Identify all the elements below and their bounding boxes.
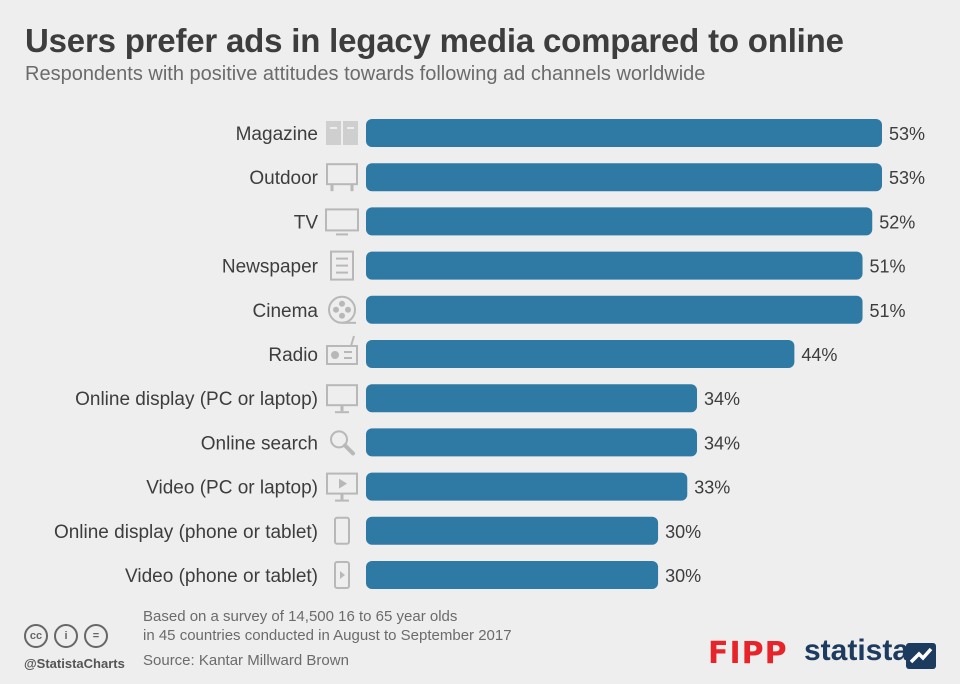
search-icon [330,430,355,456]
source-text: Source: Kantar Millward Brown [143,652,349,669]
statista-handle: @StatistaCharts [24,656,125,671]
category-label: Video (PC or laptop) [146,478,318,499]
statista-mark-icon [906,643,936,669]
bar-chart: Magazine 53% Outdoor 53% TV 52% Newspaper 51% Ci… [54,119,925,589]
value-label: 51% [870,301,906,321]
survey-note: Based on a survey of 14,500 16 to 65 yea… [143,607,512,645]
category-label: Outdoor [249,168,318,189]
value-label: 33% [694,478,730,498]
bar [366,472,688,501]
fipp-logo: FIPP [708,636,788,671]
no-derivatives-icon: = [84,624,108,648]
value-label: 53% [889,168,925,188]
chart-title: Users prefer ads in legacy media compare… [25,22,844,59]
bar [366,384,698,413]
monitor-icon [326,384,358,414]
bar [366,428,698,457]
category-label: Radio [268,345,318,366]
value-label: 34% [704,389,740,409]
magazine-icon [326,121,358,145]
radio-icon [326,335,358,365]
billboard-icon [326,163,358,192]
film-reel-icon [328,295,356,324]
bar [366,119,882,147]
tv-icon [325,208,359,236]
category-label: Cinema [253,301,319,322]
statista-logo: statista [804,634,910,667]
value-label: 44% [801,345,837,365]
attribution-icon: i [54,624,78,648]
category-label: Newspaper [222,257,319,278]
bar [366,163,882,192]
value-label: 53% [889,124,925,144]
newspaper-icon [330,250,354,281]
bar [366,295,863,324]
category-label: Online search [201,433,318,454]
survey-note-line-1: Based on a survey of 14,500 16 to 65 yea… [143,608,458,625]
category-label: Online display (PC or laptop) [75,389,318,410]
value-label: 51% [870,257,906,277]
value-label: 34% [704,433,740,453]
bar [366,207,873,236]
phone-icon [334,516,350,545]
survey-note-line-2: in 45 countries conducted in August to S… [143,627,512,644]
bar [366,340,795,368]
bar [366,561,659,589]
creative-commons-icon: cc [24,624,48,648]
value-label: 30% [665,566,701,586]
bar [366,251,863,280]
chart-subtitle: Respondents with positive attitudes towa… [25,63,706,85]
license-icons: cc i = [24,624,114,648]
video-phone-icon [334,561,350,589]
value-label: 30% [665,522,701,542]
value-label: 52% [879,212,915,232]
category-label: TV [294,212,319,233]
category-label: Online display (phone or tablet) [54,522,318,543]
category-label: Magazine [236,124,318,145]
bar [366,516,659,545]
video-monitor-icon [326,472,358,502]
category-label: Video (phone or tablet) [125,566,318,587]
